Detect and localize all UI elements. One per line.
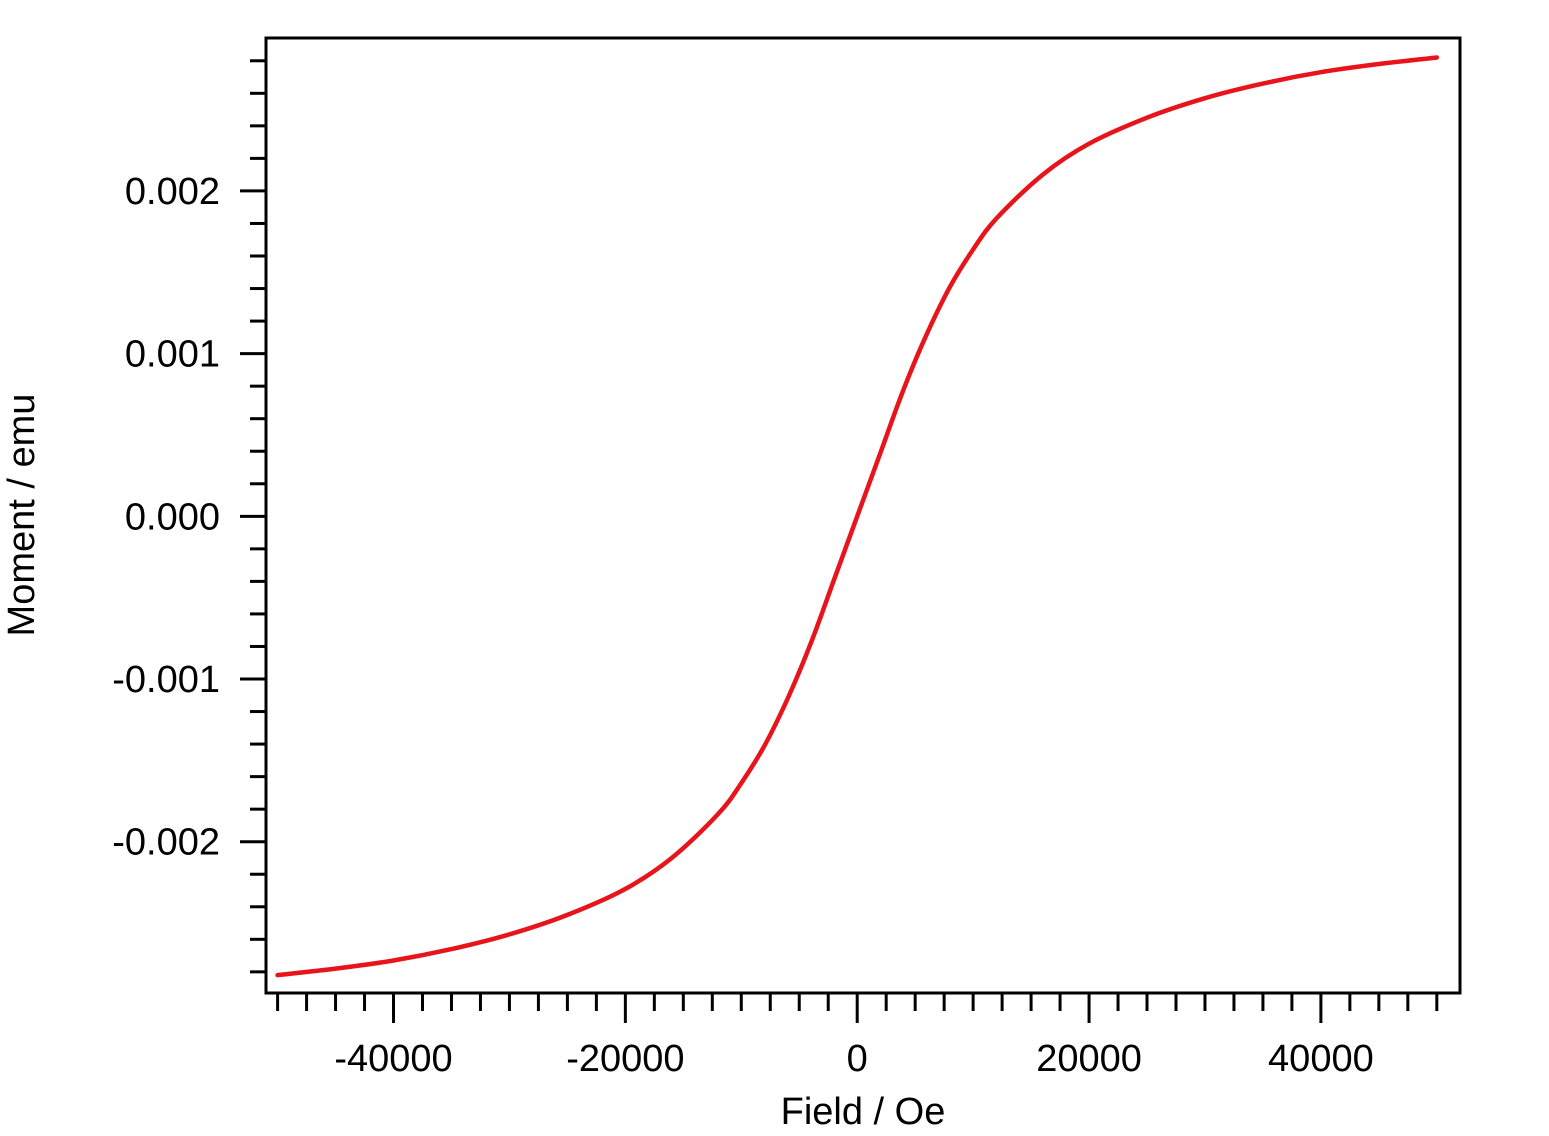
x-tick-label: 0: [847, 1038, 868, 1080]
y-tick-label: 0.002: [125, 171, 220, 213]
y-tick-label: 0.001: [125, 334, 220, 376]
y-tick-label: -0.001: [112, 659, 220, 701]
series-layer: [275, 55, 1440, 978]
x-axis-ticks: [276, 993, 1439, 1023]
plot-frame: [264, 36, 1462, 995]
x-tick-label: -40000: [334, 1038, 452, 1080]
y-tick-label: 0.000: [125, 496, 220, 538]
y-axis-ticks: [240, 59, 266, 974]
y-tick-label: -0.002: [112, 822, 220, 864]
x-tick-label: 40000: [1268, 1038, 1374, 1080]
x-tick-label: -20000: [566, 1038, 684, 1080]
series-line-0: [275, 55, 1440, 978]
y-axis-tick-labels: -0.002 -0.001 0.000 0.001 0.002: [112, 171, 220, 864]
x-axis-tick-labels: -40000 -20000 0 20000 40000: [334, 1038, 1373, 1080]
y-axis-title: Moment / emu: [1, 394, 43, 637]
x-tick-label: 20000: [1036, 1038, 1142, 1080]
x-axis-title: Field / Oe: [781, 1091, 946, 1133]
